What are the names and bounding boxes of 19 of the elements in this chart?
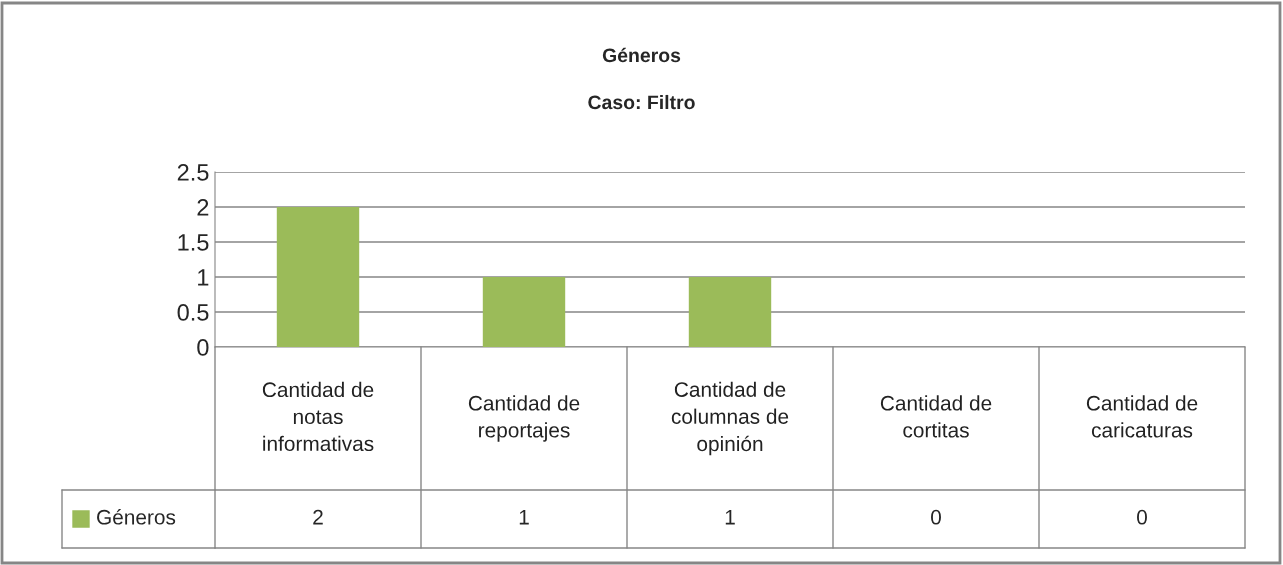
chart-title: Géneros bbox=[602, 47, 681, 63]
y-tick-label: 1 bbox=[198, 269, 209, 286]
x-tick-label: Cantidad de caricaturas bbox=[1086, 395, 1198, 438]
y-tick-label: 0 bbox=[197, 339, 209, 356]
x-tick-label: Cantidad de columnas de opinión bbox=[671, 381, 789, 456]
data-label: 2 bbox=[313, 509, 323, 525]
y-tick-label: 2 bbox=[197, 199, 209, 216]
data-label: 1 bbox=[519, 510, 529, 525]
data-label: 1 bbox=[725, 510, 735, 525]
y-tick-label: 0.5 bbox=[177, 304, 209, 321]
x-tick-label: Cantidad de reportajes bbox=[468, 395, 580, 442]
y-tick-label: 1.5 bbox=[178, 234, 209, 251]
y-tick-label: 2.5 bbox=[177, 164, 209, 181]
chart-subtitle: Caso: Filtro bbox=[588, 94, 695, 110]
x-tick-label: Cantidad de notas informativas bbox=[262, 381, 374, 452]
data-label: 0 bbox=[1137, 509, 1147, 525]
x-tick-label: Cantidad de cortitas bbox=[880, 395, 992, 438]
data-label: 0 bbox=[931, 509, 941, 525]
legend-label: Géneros bbox=[97, 509, 176, 525]
